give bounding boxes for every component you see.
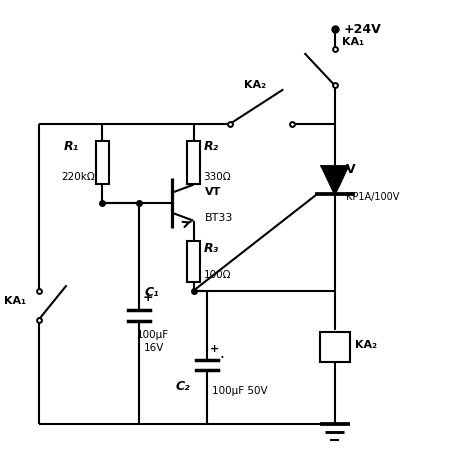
- Text: R₂: R₂: [203, 140, 218, 152]
- Text: +: +: [142, 291, 153, 304]
- Text: 100μF 50V: 100μF 50V: [211, 386, 267, 396]
- Text: 330Ω: 330Ω: [203, 172, 231, 182]
- Bar: [187, 141, 200, 183]
- Bar: [96, 141, 108, 183]
- Text: KA₁: KA₁: [341, 37, 363, 47]
- Text: 16V: 16V: [144, 344, 164, 354]
- Polygon shape: [321, 166, 347, 194]
- Text: 100μF: 100μF: [136, 330, 168, 340]
- Text: +24V: +24V: [343, 23, 381, 35]
- Text: 100Ω: 100Ω: [203, 270, 230, 280]
- Text: C₂: C₂: [175, 380, 190, 393]
- Text: KA₂: KA₂: [243, 80, 265, 90]
- Text: VT: VT: [204, 187, 221, 197]
- Text: ·: ·: [218, 351, 224, 366]
- Bar: [319, 332, 349, 362]
- Text: 220kΩ: 220kΩ: [61, 172, 95, 182]
- Text: KA₁: KA₁: [4, 296, 26, 306]
- Text: R₃: R₃: [203, 243, 218, 255]
- Text: C₁: C₁: [144, 287, 158, 299]
- Text: R₁: R₁: [63, 140, 78, 152]
- Text: +: +: [209, 344, 218, 354]
- Text: KA₂: KA₂: [354, 340, 376, 350]
- Bar: [187, 241, 200, 282]
- Text: BT33: BT33: [204, 213, 233, 223]
- Text: KP1A/100V: KP1A/100V: [346, 192, 399, 202]
- Text: V: V: [346, 163, 355, 177]
